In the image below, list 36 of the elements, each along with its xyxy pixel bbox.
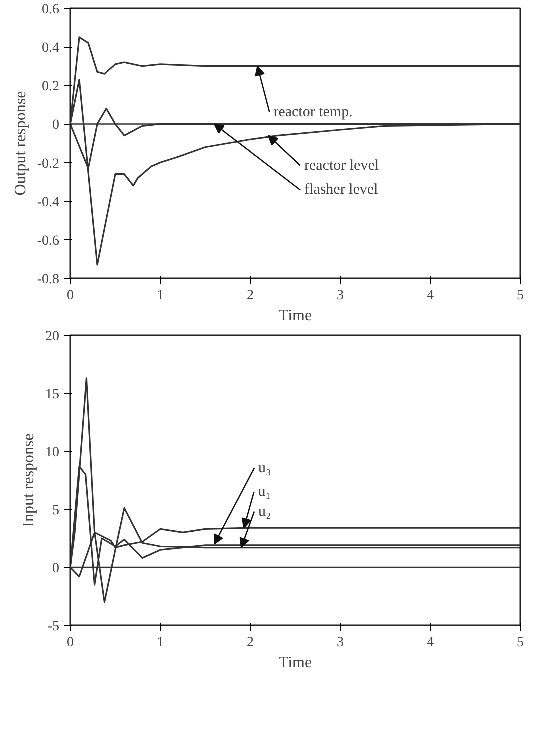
y-axis-title: Output response (12, 91, 30, 196)
y-tick-label: -0.8 (37, 272, 60, 288)
y-tick-label: 5 (52, 504, 60, 518)
y-tick-label: 0 (52, 118, 60, 134)
x-tick-label: 3 (337, 288, 344, 304)
y-tick-label: 0.4 (42, 41, 60, 56)
annotation: reactor temp. (274, 104, 353, 120)
y-tick-label: 20 (46, 330, 60, 344)
y-tick-label: 0.2 (42, 80, 60, 95)
x-tick-label: 4 (427, 288, 434, 304)
annotation: flasher level (304, 182, 378, 198)
x-tick-label: 3 (337, 636, 344, 650)
y-tick-label: 15 (46, 388, 60, 402)
x-tick-label: 5 (517, 288, 524, 304)
x-axis-title: Time (278, 308, 312, 324)
x-tick-label: 1 (157, 288, 164, 304)
y-tick-label: -0.6 (37, 234, 60, 249)
x-tick-label: 5 (517, 636, 524, 650)
x-tick-label: 0 (67, 288, 74, 304)
y-tick-label: -0.2 (37, 156, 60, 172)
x-tick-label: 1 (157, 636, 164, 650)
y-tick-label: 0.6 (42, 2, 60, 18)
x-tick-label: 0 (67, 636, 74, 650)
annotation: reactor level (304, 158, 380, 174)
annotation: u₁ (258, 484, 271, 500)
y-axis-title: Input response (20, 434, 38, 528)
x-tick-label: 4 (427, 636, 434, 650)
y-tick-label: 10 (46, 446, 60, 460)
x-axis-title: Time (278, 654, 312, 672)
y-tick-label: -5 (48, 620, 60, 634)
x-tick-label: 2 (247, 636, 254, 650)
annotation: u₃ (258, 460, 272, 476)
y-tick-label: 0 (52, 562, 60, 576)
y-tick-label: -0.4 (37, 195, 60, 210)
annotation: u₂ (258, 504, 272, 520)
x-tick-label: 2 (247, 288, 254, 304)
